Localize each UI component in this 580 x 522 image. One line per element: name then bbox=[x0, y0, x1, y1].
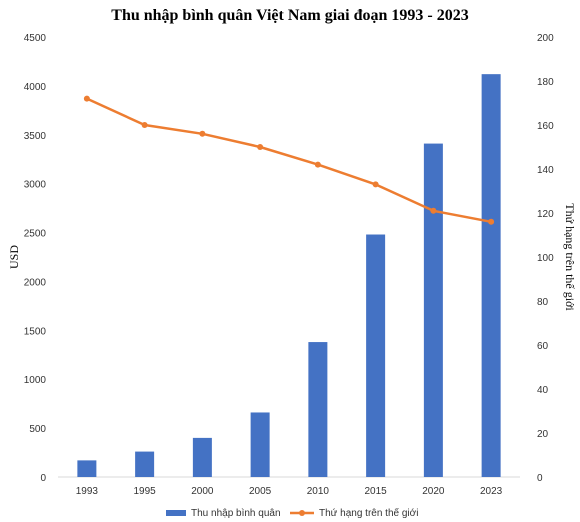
legend-swatch-bar bbox=[166, 510, 186, 516]
y-tick-label: 4000 bbox=[24, 82, 47, 93]
y-axis-ticks: 0 500 1000 1500 2000 2500 3000 3500 4000 4500 bbox=[24, 33, 47, 484]
x-tick-label: 1993 bbox=[76, 486, 99, 497]
y2-axis-ticks: 0 20 40 60 80 100 120 140 160 180 200 bbox=[537, 33, 554, 484]
bar bbox=[77, 460, 97, 477]
y2-tick-label: 0 bbox=[537, 473, 543, 484]
y2-tick-label: 200 bbox=[537, 33, 554, 44]
y-tick-label: 2500 bbox=[24, 229, 47, 240]
line-point bbox=[430, 207, 437, 214]
line-point bbox=[199, 130, 206, 137]
y-tick-label: 1500 bbox=[24, 326, 47, 337]
bar bbox=[250, 412, 270, 477]
y2-tick-label: 60 bbox=[537, 341, 549, 352]
legend: Thu nhập bình quân Thứ hạng trên thế giới bbox=[166, 507, 418, 519]
x-tick-label: 2015 bbox=[365, 486, 388, 497]
bar bbox=[192, 437, 212, 477]
y-tick-label: 3000 bbox=[24, 180, 47, 191]
legend-marker-line bbox=[299, 510, 305, 516]
y2-tick-label: 120 bbox=[537, 209, 554, 220]
series-line bbox=[86, 97, 492, 224]
y2-tick-label: 100 bbox=[537, 253, 554, 264]
x-tick-label: 2005 bbox=[249, 486, 272, 497]
x-tick-label: 1995 bbox=[134, 486, 157, 497]
bar bbox=[366, 234, 386, 477]
y-tick-label: 0 bbox=[40, 473, 46, 484]
x-tick-label: 2000 bbox=[191, 486, 214, 497]
y2-tick-label: 80 bbox=[537, 297, 549, 308]
y-tick-label: 500 bbox=[29, 424, 46, 435]
y2-tick-label: 180 bbox=[537, 77, 554, 88]
legend-label-line: Thứ hạng trên thế giới bbox=[319, 507, 418, 519]
bar bbox=[423, 143, 443, 478]
x-tick-label: 2023 bbox=[480, 486, 503, 497]
line-point bbox=[257, 144, 264, 150]
line-series bbox=[83, 95, 495, 225]
line-point bbox=[314, 161, 321, 168]
y-tick-label: 3500 bbox=[24, 131, 47, 142]
chart-title: Thu nhập bình quân Việt Nam giai đoạn 19… bbox=[111, 7, 468, 24]
line-point bbox=[83, 95, 90, 102]
bar-series bbox=[77, 74, 501, 478]
y-tick-label: 1000 bbox=[24, 375, 47, 386]
y2-tick-label: 20 bbox=[537, 429, 549, 440]
line-point bbox=[488, 218, 495, 225]
x-tick-label: 2010 bbox=[307, 486, 330, 497]
y-tick-label: 2000 bbox=[24, 277, 47, 288]
bar bbox=[135, 451, 155, 477]
line-point bbox=[372, 181, 379, 188]
y2-tick-label: 140 bbox=[537, 165, 554, 176]
bar bbox=[308, 342, 328, 477]
x-tick-label: 2020 bbox=[422, 486, 445, 497]
y2-tick-label: 40 bbox=[537, 385, 549, 396]
line-point bbox=[141, 122, 148, 128]
bar bbox=[481, 74, 501, 478]
legend-label-bar: Thu nhập bình quân bbox=[191, 508, 281, 519]
y2-axis-title: Thứ hạng trên thế giới bbox=[563, 203, 577, 311]
y-tick-label: 4500 bbox=[24, 33, 47, 44]
y-axis-title: USD bbox=[7, 245, 21, 269]
x-axis-ticks: 1993 1995 2000 2005 2010 2015 2020 2023 bbox=[76, 486, 503, 497]
y2-tick-label: 160 bbox=[537, 121, 554, 132]
